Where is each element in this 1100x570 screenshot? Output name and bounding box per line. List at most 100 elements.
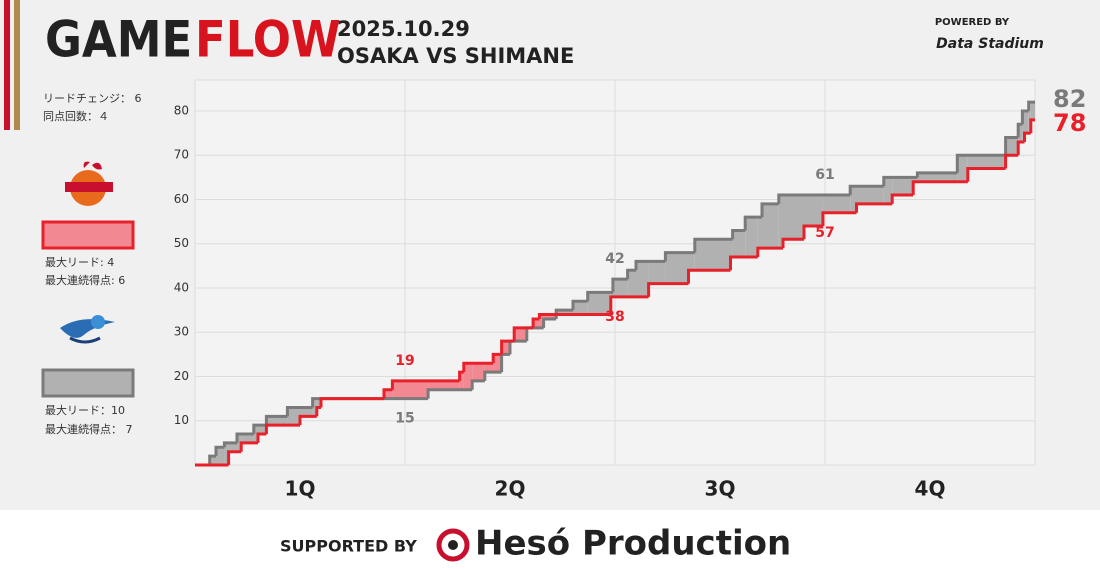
lead-fill — [917, 172, 958, 182]
score-step — [512, 326, 534, 342]
score-step — [802, 224, 823, 240]
lead-fill — [627, 270, 636, 297]
score-step — [1029, 118, 1035, 134]
score-label: 38 — [605, 309, 624, 325]
lead-fill — [316, 398, 321, 408]
score-step — [239, 441, 258, 452]
score-step — [500, 339, 515, 355]
score-step — [252, 423, 267, 435]
powered-by: POWERED BY — [935, 17, 1010, 28]
lead-fill — [556, 310, 573, 315]
lead-fill — [757, 217, 762, 249]
title-flow: FLOW — [195, 11, 341, 69]
score-label: 82 — [1053, 85, 1086, 113]
score-label: 42 — [605, 251, 624, 267]
lead-fill — [778, 195, 783, 249]
lead-fill — [694, 239, 731, 271]
score-step — [483, 370, 502, 381]
score-step — [731, 228, 746, 240]
lead-fill — [1005, 137, 1019, 156]
lead-fill — [688, 252, 695, 271]
lead-fill — [472, 363, 485, 381]
lead-fill — [883, 177, 893, 204]
score-step — [470, 379, 485, 390]
score-step — [531, 317, 540, 328]
lead-fill — [957, 155, 968, 182]
score-step — [382, 388, 393, 399]
lead-fill — [822, 195, 851, 213]
lead-fill — [224, 442, 229, 465]
lead-fill — [967, 155, 1006, 169]
x-tick-label: 3Q — [705, 477, 736, 501]
lead-fill — [665, 252, 689, 284]
score-step — [890, 193, 914, 204]
score-step — [626, 268, 636, 280]
score-label: 19 — [395, 353, 414, 369]
lead-fill — [730, 239, 733, 258]
score-step — [955, 153, 1006, 173]
accent-bar — [4, 0, 10, 130]
x-tick-label: 4Q — [915, 477, 946, 501]
score-step — [1016, 140, 1025, 156]
score-step — [634, 259, 666, 271]
score-step — [687, 268, 731, 284]
lead-fill — [484, 363, 494, 373]
score-step — [462, 361, 494, 373]
lead-fill — [1022, 110, 1025, 142]
score-step — [911, 180, 968, 196]
y-tick-label: 40 — [174, 280, 189, 294]
lead-fill — [533, 318, 540, 328]
score-label: 15 — [395, 411, 414, 427]
lead-fill — [543, 314, 557, 319]
legend-shimane — [41, 368, 135, 398]
provider: Data Stadium — [936, 36, 1044, 52]
score-step — [235, 432, 254, 443]
score-step — [586, 290, 613, 302]
lead-fill — [1028, 102, 1031, 134]
lead-fill — [745, 217, 758, 258]
lead-fill — [539, 314, 544, 328]
lead-fill — [228, 442, 237, 452]
y-tick-label: 50 — [174, 236, 189, 250]
sponsor-logo — [436, 528, 470, 562]
lead-fill — [216, 447, 225, 465]
score-step — [214, 445, 225, 457]
lead-fill — [850, 186, 857, 213]
legend-osaka — [41, 220, 135, 250]
lead-fill — [514, 327, 527, 342]
score-step — [760, 202, 779, 218]
score-step — [663, 251, 695, 262]
score-step — [1004, 153, 1019, 169]
lead-fill — [804, 195, 823, 227]
y-tick-label: 70 — [174, 148, 189, 162]
lead-fill — [573, 301, 588, 315]
score-step — [1016, 122, 1023, 138]
osaka-logo — [65, 161, 113, 206]
lead-fill — [1024, 110, 1029, 134]
lead-fill — [732, 230, 746, 258]
lead-fill — [209, 456, 216, 465]
lead-fill — [392, 380, 429, 399]
score-step — [915, 171, 958, 178]
lead-fill — [428, 380, 460, 390]
lead-fill — [459, 372, 464, 390]
lead-fill — [610, 292, 613, 297]
y-tick-label: 30 — [174, 325, 189, 339]
score-step — [426, 388, 473, 399]
lead-fill — [648, 261, 666, 284]
score-step — [781, 237, 804, 249]
score-step — [1023, 131, 1031, 142]
x-tick-label: 2Q — [495, 477, 526, 501]
score-step — [647, 282, 689, 297]
score-step — [491, 352, 502, 364]
y-tick-label: 10 — [174, 413, 189, 427]
lead-fill — [501, 341, 510, 355]
score-step — [777, 193, 851, 204]
supported-by: SUPPORTED BY — [280, 537, 417, 556]
score-step — [821, 211, 857, 227]
score-step — [966, 167, 1006, 182]
title-game: GAME — [45, 11, 192, 69]
lead-fill — [463, 363, 473, 390]
score-step — [756, 246, 783, 258]
